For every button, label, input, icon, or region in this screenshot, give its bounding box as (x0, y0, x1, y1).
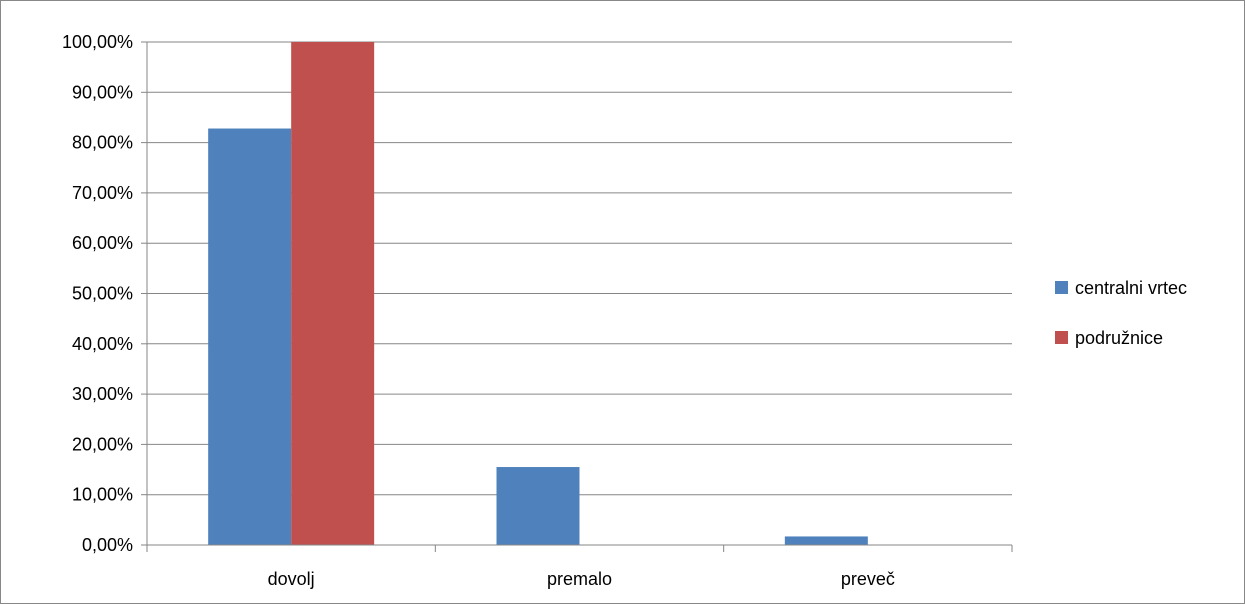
x-axis-labels: dovolj premalo preveč (268, 569, 895, 589)
x-tick-label: premalo (547, 569, 612, 589)
y-tick-label: 40,00% (72, 334, 133, 354)
y-tick-label: 60,00% (72, 233, 133, 253)
y-tick-label: 90,00% (72, 82, 133, 102)
y-tick-label: 100,00% (62, 32, 133, 52)
bars (208, 42, 868, 546)
bar-centralni-vrtec-1 (496, 467, 580, 545)
legend: centralni vrtec podružnice (1055, 278, 1187, 348)
bar-centralni-vrtec-0 (208, 128, 292, 546)
axes (141, 41, 1013, 552)
y-tick-label: 10,00% (72, 485, 133, 505)
y-tick-label: 30,00% (72, 384, 133, 404)
legend-swatch (1055, 281, 1068, 294)
legend-swatch (1055, 331, 1068, 344)
y-tick-label: 20,00% (72, 434, 133, 454)
x-tick-label: preveč (841, 569, 895, 589)
legend-label: centralni vrtec (1075, 278, 1187, 298)
legend-label: podružnice (1075, 328, 1163, 348)
y-tick-label: 0,00% (82, 535, 133, 555)
bar-podruznice-0 (291, 42, 375, 545)
y-tick-label: 70,00% (72, 183, 133, 203)
y-tick-label: 50,00% (72, 284, 133, 304)
y-tick-label: 80,00% (72, 133, 133, 153)
y-axis-labels: 0,00% 10,00% 20,00% 30,00% 40,00% 50,00% 60,00… (62, 32, 133, 555)
bar-centralni-vrtec-2 (784, 536, 868, 545)
x-tick-label: dovolj (268, 569, 315, 589)
